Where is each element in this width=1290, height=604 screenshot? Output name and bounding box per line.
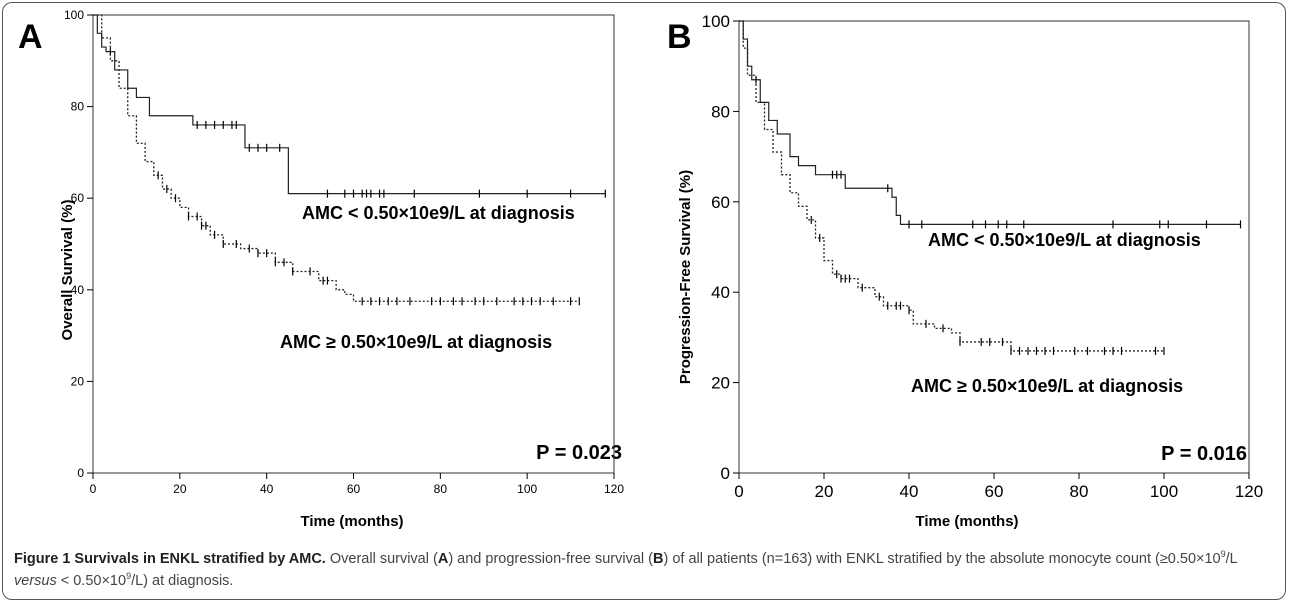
panel-b-curve-high-amc <box>739 20 1164 352</box>
caption-text-3: ) of all patients (n=163) with ENKL stra… <box>663 551 1221 567</box>
caption-versus: versus <box>14 573 57 589</box>
panel-a-curve-high-amc <box>93 14 580 302</box>
panel-a-y-tick-label: 100 <box>64 8 84 22</box>
panel-a-curve-label-low: AMC < 0.50×10e9/L at diagnosis <box>302 203 575 223</box>
panel-b-letter: B <box>667 18 692 56</box>
panel-b-curve-low-amc <box>739 20 1241 225</box>
panel-b-y-tick-label: 0 <box>721 464 730 483</box>
panel-b-x-tick-label: 40 <box>900 482 919 501</box>
panel-a-curve-low-amc <box>93 14 606 195</box>
panel-b-y-tick-label: 100 <box>702 12 730 31</box>
panel-a-letter: A <box>18 18 43 56</box>
panel-a-plot-frame <box>92 14 615 474</box>
caption-text-5: < 0.50×10 <box>56 573 127 589</box>
panel-a-p-value: P = 0.023 <box>536 442 622 464</box>
panel-a-y-axis-title: Overall Survival (%) <box>59 200 76 341</box>
panel-b-curve-label-high: AMC ≥ 0.50×10e9/L at diagnosis <box>911 376 1183 396</box>
panel-b-x-tick-label: 20 <box>815 482 834 501</box>
caption-sup-2: 9 <box>126 571 132 582</box>
panel-a-y-tick-label: 20 <box>71 374 85 388</box>
caption-ref-a: A <box>437 551 449 567</box>
panel-a-x-tick-label: 40 <box>260 482 274 496</box>
panel-a-x-tick-label: 20 <box>173 482 187 496</box>
panel-a-y-tick-label: 80 <box>71 100 85 114</box>
panel-a-curve-label-high: AMC ≥ 0.50×10e9/L at diagnosis <box>280 332 552 352</box>
panel-b-x-tick-label: 0 <box>734 482 743 501</box>
panel-b-x-tick-label: 100 <box>1150 482 1178 501</box>
panel-a-x-tick-label: 120 <box>604 482 624 496</box>
panel-b-y-tick-label: 40 <box>711 283 730 302</box>
panel-a-y-tick-label: 60 <box>71 191 85 205</box>
panel-b-y-axis-title: Progression-Free Survival (%) <box>677 170 694 384</box>
panel-a-x-tick-label: 0 <box>90 482 97 496</box>
caption-title: Figure 1 Survivals in ENKL stratified by… <box>14 551 326 567</box>
panel-b-y-tick-label: 60 <box>711 193 730 212</box>
panel-a-y-tick-label: 40 <box>71 283 85 297</box>
caption-text-6: /L) at diagnosis. <box>131 573 234 589</box>
panel-a-y-tick-label: 0 <box>77 466 84 480</box>
caption-ref-b: B <box>653 551 664 567</box>
panel-b-x-axis-title: Time (months) <box>915 513 1018 530</box>
panel-a-x-axis-title: Time (months) <box>300 513 403 530</box>
caption-text-4: /L <box>1225 551 1238 567</box>
panel-b-p-value: P = 0.016 <box>1161 443 1247 465</box>
panel-b-y-tick-label: 20 <box>711 374 730 393</box>
panel-b-x-tick-label: 60 <box>985 482 1004 501</box>
panel-a-x-tick-label: 60 <box>347 482 361 496</box>
panel-a-x-tick-label: 100 <box>517 482 537 496</box>
panel-b-x-tick-label: 80 <box>1070 482 1089 501</box>
panel-b-curve-label-low: AMC < 0.50×10e9/L at diagnosis <box>928 230 1201 250</box>
panel-b-y-tick-label: 80 <box>711 102 730 121</box>
panel-b-x-tick-label: 120 <box>1235 482 1263 501</box>
panel-a-x-tick-label: 80 <box>434 482 448 496</box>
caption-sup-1: 9 <box>1220 549 1226 560</box>
panel-b: B Progression-Free Survival (%) Time (mo… <box>667 12 1263 530</box>
panel-a: A Overall Survival (%) Time (months) AMC… <box>18 8 624 530</box>
caption-text-1: Overall survival ( <box>325 551 438 567</box>
caption-text-2: ) and progression-free survival ( <box>448 551 654 567</box>
figure-caption: Figure 1 Survivals in ENKL stratified by… <box>14 548 1279 592</box>
